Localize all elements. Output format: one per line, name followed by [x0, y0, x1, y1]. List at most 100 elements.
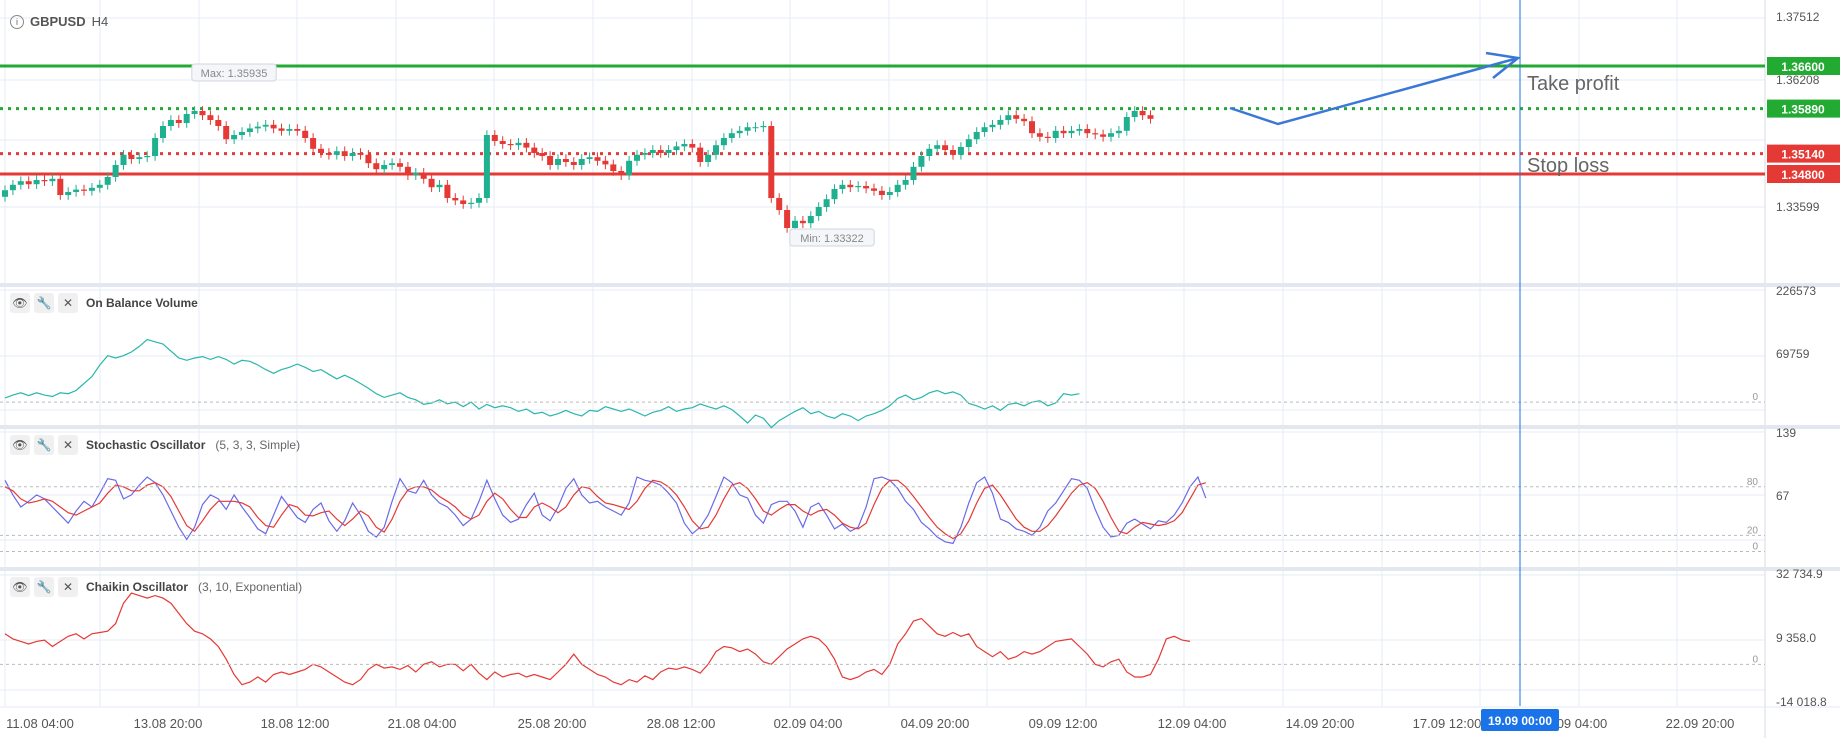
candle-body	[33, 180, 40, 185]
candle-body	[460, 200, 467, 204]
candle-body	[278, 128, 285, 131]
close-icon[interactable]: ✕	[58, 435, 78, 455]
time-tick: 02.09 04:00	[774, 716, 843, 731]
candle-body	[784, 210, 791, 228]
chaikin-params: (3, 10, Exponential)	[198, 580, 303, 594]
candle-body	[17, 181, 24, 185]
min-label-box	[789, 228, 875, 247]
candle-body	[1139, 111, 1146, 116]
candle-body	[333, 151, 340, 155]
obv-name: On Balance Volume	[86, 296, 198, 310]
candle-body	[128, 154, 135, 159]
candle-body	[586, 157, 593, 159]
candle-body	[736, 130, 743, 134]
eye-icon[interactable]: 👁	[10, 293, 30, 313]
stoch-params: (5, 3, 3, Simple)	[215, 438, 301, 452]
time-tick: 12.09 04:00	[1158, 716, 1227, 731]
candle-body	[728, 133, 735, 138]
candle-body	[96, 184, 103, 188]
candle-body	[981, 127, 988, 132]
candle-body	[618, 171, 625, 176]
candle-body	[957, 147, 964, 155]
candle-body	[926, 148, 933, 156]
candle-body	[815, 207, 822, 216]
candle-body	[476, 198, 482, 203]
time-tick: 09.09 12:00	[1029, 716, 1098, 731]
candle-body	[1068, 130, 1075, 134]
time-axis: 11.08 04:00 13.08 20:00 18.08 12:00 21.08 0…	[6, 709, 1734, 731]
timeframe-label[interactable]: H4	[91, 14, 109, 29]
obv-zero-label: 0	[1752, 392, 1758, 403]
obv-tick: 69759	[1776, 347, 1810, 361]
candle-body	[792, 220, 798, 228]
stoch-header: 👁 🔧 ✕ Stochastic Oscillator (5, 3, 3, Si…	[10, 435, 300, 455]
chaikin-header: 👁 🔧 ✕ Chaikin Oscillator (3, 10, Exponen…	[10, 577, 302, 597]
candle-body	[626, 160, 633, 176]
stoch-tick: 139	[1776, 426, 1796, 440]
stoch-tick: 67	[1776, 489, 1790, 503]
symbol-label: GBPUSD	[30, 14, 86, 29]
candle-body	[847, 184, 854, 188]
candle-body	[373, 163, 380, 170]
chaikin-name: Chaikin Oscillator	[86, 580, 189, 594]
candle-body	[412, 172, 419, 176]
candle-body	[997, 120, 1004, 125]
price-level-tag	[1767, 165, 1840, 183]
candle-body	[104, 177, 111, 185]
wrench-icon[interactable]: 🔧	[34, 435, 54, 455]
chart-title: i GBPUSD H4	[10, 14, 108, 29]
wrench-icon[interactable]: 🔧	[34, 577, 54, 597]
candle-body	[1115, 130, 1122, 134]
take-profit-label: Take profit	[1527, 73, 1620, 95]
candle-body	[468, 202, 475, 204]
pane-separator	[0, 283, 1840, 287]
candle-body	[965, 139, 972, 147]
candle-body	[262, 124, 269, 127]
cursor-time-tag	[1481, 709, 1559, 731]
candle-body	[713, 145, 719, 155]
price-level-tag	[1767, 99, 1840, 118]
candle-body	[112, 165, 119, 177]
candle-body	[231, 135, 238, 140]
candle-body	[1005, 115, 1012, 120]
time-tick: 09 04:00	[1557, 716, 1608, 731]
close-icon[interactable]: ✕	[58, 293, 78, 313]
pane-separator	[0, 567, 1840, 571]
candle-body	[1052, 130, 1059, 138]
price-tick: 1.36208	[1776, 73, 1820, 87]
candle-body	[602, 160, 609, 165]
candle-body	[562, 159, 569, 162]
info-icon[interactable]: i	[10, 14, 24, 29]
price-tick: 1.33599	[1776, 200, 1820, 214]
candle-body	[878, 190, 885, 195]
candle-body	[918, 156, 925, 167]
candle-body	[894, 184, 901, 192]
candle-body	[499, 141, 506, 144]
candle-body	[65, 192, 72, 195]
candle-body	[199, 111, 206, 116]
candle-body	[120, 154, 127, 165]
close-icon[interactable]: ✕	[58, 577, 78, 597]
eye-icon[interactable]: 👁	[10, 435, 30, 455]
stoch-d-line	[4, 479, 1206, 540]
stoch-20-label: 20	[1747, 525, 1759, 536]
candle-body	[634, 154, 640, 161]
eye-icon[interactable]: 👁	[10, 577, 30, 597]
time-tick: 28.08 12:00	[647, 716, 716, 731]
price-level-label: 1.35140	[1781, 148, 1825, 162]
candle-body	[152, 138, 159, 156]
candle-body	[570, 162, 577, 165]
wrench-icon[interactable]: 🔧	[34, 293, 54, 313]
candle-body	[1108, 133, 1114, 137]
candle-body	[768, 126, 775, 198]
candle-body	[657, 150, 664, 153]
candle-body	[1060, 130, 1067, 134]
stop-loss-label: Stop loss	[1527, 155, 1609, 177]
candle-body	[689, 144, 696, 148]
max-label: Max: 1.35935	[201, 68, 268, 80]
candles	[2, 106, 1154, 233]
chaikin-zero-label: 0	[1752, 654, 1758, 665]
candle-body	[871, 188, 877, 191]
candle-body	[942, 145, 949, 150]
